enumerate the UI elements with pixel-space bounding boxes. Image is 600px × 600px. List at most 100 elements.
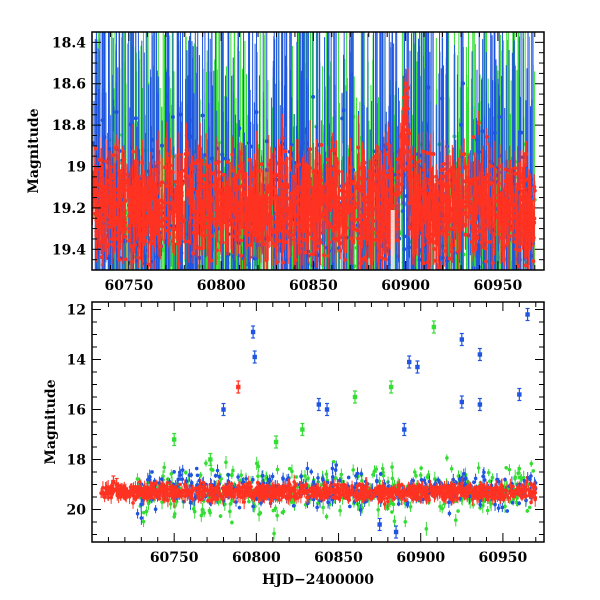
top-data-point — [505, 241, 510, 246]
top-data-point — [444, 210, 449, 215]
top-data-point — [518, 180, 523, 185]
top-data-point — [123, 257, 128, 262]
top-data-point — [522, 283, 526, 287]
top-panel: 60750 60800 60850 60900 6095018.418.618.8191… — [26, 31, 545, 311]
top-data-point — [447, 256, 452, 261]
top-data-point — [184, 147, 189, 152]
top-data-point — [235, 208, 240, 213]
top-data-point — [263, 193, 268, 198]
top-data-point — [296, 221, 301, 226]
top-data-point — [338, 289, 342, 293]
top-data-point — [253, 256, 258, 261]
top-data-point — [427, 213, 432, 218]
top-data-point — [110, 237, 115, 242]
top-data-point — [249, 171, 254, 176]
top-data-point — [319, 143, 324, 148]
top-data-point — [264, 258, 269, 263]
top-data-point — [205, 164, 210, 169]
top-data-point — [339, 188, 344, 193]
top-data-point — [279, 229, 284, 234]
top-data-point — [115, 215, 120, 220]
top-data-point — [463, 210, 468, 215]
top-data-point — [300, 227, 305, 232]
top-data-point — [285, 182, 290, 187]
top-data-point — [236, 231, 241, 236]
top-data-point — [164, 155, 169, 160]
top-data-point — [350, 304, 354, 308]
top-data-point — [513, 239, 518, 244]
top-data-point — [479, 240, 484, 245]
top-data-point — [484, 134, 489, 139]
top-data-point — [362, 205, 367, 210]
top-data-points — [92, 32, 537, 311]
top-data-point — [280, 260, 285, 265]
top-data-point — [376, 277, 380, 281]
top-data-point — [498, 296, 502, 300]
top-data-point — [502, 244, 507, 249]
top-data-point — [198, 209, 203, 214]
top-data-point — [410, 231, 415, 236]
top-data-point — [183, 152, 188, 157]
top-data-point — [425, 233, 430, 238]
top-data-point — [310, 236, 315, 241]
top-data-point — [496, 182, 501, 187]
top-data-point — [308, 147, 313, 152]
top-data-point — [439, 179, 444, 184]
top-data-point — [159, 224, 164, 229]
top-data-point — [233, 226, 238, 231]
top-data-point — [369, 239, 374, 244]
top-data-point — [122, 157, 127, 162]
top-data-point — [473, 245, 478, 250]
top-data-point — [250, 213, 255, 218]
top-data-point — [515, 264, 520, 269]
top-data-point — [377, 205, 382, 210]
top-data-point — [425, 151, 430, 156]
top-data-point — [293, 190, 298, 195]
top-data-point — [401, 95, 406, 100]
top-data-point — [439, 302, 443, 306]
top-data-point — [416, 159, 421, 164]
top-data-point — [106, 214, 111, 219]
top-data-point — [265, 271, 269, 275]
top-data-point — [424, 202, 429, 207]
top-data-point — [501, 213, 506, 218]
top-data-point — [145, 194, 150, 199]
top-data-point — [527, 225, 532, 230]
top-data-point — [356, 145, 361, 150]
top-data-point — [389, 167, 394, 172]
top-data-point — [156, 273, 160, 277]
top-data-point — [463, 179, 468, 184]
top-data-point — [394, 193, 399, 198]
top-data-point — [93, 146, 98, 151]
top-data-point — [97, 167, 102, 172]
top-data-point — [412, 202, 417, 207]
top-data-point — [382, 168, 387, 173]
top-data-point — [440, 96, 445, 101]
top-data-point — [136, 255, 141, 260]
top-data-point — [438, 273, 442, 277]
top-data-point — [348, 165, 353, 170]
top-data-point — [442, 249, 447, 254]
top-data-point — [200, 179, 205, 184]
top-data-point — [156, 160, 161, 165]
top-data-point — [314, 247, 319, 252]
top-data-point — [515, 212, 520, 217]
top-data-point — [278, 214, 283, 219]
top-data-point — [186, 239, 191, 244]
top-data-point — [142, 220, 147, 225]
top-data-point — [154, 189, 159, 194]
top-data-point — [486, 201, 491, 206]
top-data-point — [490, 205, 495, 210]
top-data-point — [111, 153, 116, 158]
top-data-point — [452, 216, 457, 221]
top-data-point — [105, 242, 110, 247]
top-data-point — [296, 198, 301, 203]
top-data-point — [306, 183, 311, 188]
top-data-point — [182, 218, 187, 223]
top-data-point — [208, 307, 212, 311]
top-data-point — [280, 136, 285, 141]
top-data-point — [451, 276, 455, 280]
top-data-point — [108, 165, 113, 170]
top-data-point — [288, 156, 293, 161]
top-data-point — [109, 218, 114, 223]
